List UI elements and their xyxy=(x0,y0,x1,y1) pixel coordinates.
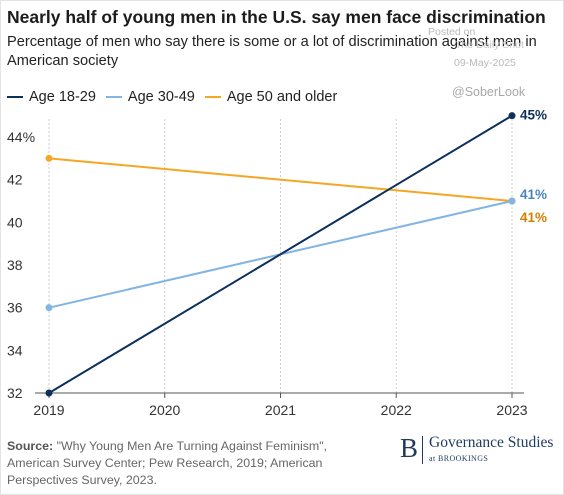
logo-text: Governance Studies at BROOKINGS xyxy=(429,434,553,463)
legend: Age 18-29 Age 30-49 Age 50 and older xyxy=(7,89,337,105)
y-tick-label: 34 xyxy=(7,342,23,358)
data-point xyxy=(45,389,53,397)
watermark-date: 09-May-2025 xyxy=(454,57,516,69)
legend-item-50-older: Age 50 and older xyxy=(204,89,338,105)
x-tick-label: 2023 xyxy=(496,402,527,418)
logo-letter: B xyxy=(400,433,419,463)
chart-subtitle: Percentage of men who say there is some … xyxy=(7,34,537,69)
x-tick-label: 2021 xyxy=(265,402,296,418)
legend-label: Age 50 and older xyxy=(226,89,338,105)
x-tick-label: 2019 xyxy=(33,402,64,418)
logo-sub: at BROOKINGS xyxy=(429,454,489,463)
legend-item-30-49: Age 30-49 xyxy=(105,89,195,105)
y-tick-label: 38 xyxy=(7,257,23,273)
legend-item-18-29: Age 18-29 xyxy=(7,89,96,105)
legend-swatch xyxy=(7,96,23,98)
data-label: 45% xyxy=(520,108,547,123)
source-text: "Why Young Men Are Turning Against Femin… xyxy=(7,439,328,487)
legend-swatch xyxy=(105,96,122,98)
y-tick-label: 36 xyxy=(7,300,23,316)
x-tick-label: 2022 xyxy=(381,402,412,418)
data-label: 41% xyxy=(520,210,547,225)
data-point xyxy=(45,304,53,312)
logo-name: Governance Studies xyxy=(429,434,554,451)
data-point xyxy=(508,197,516,205)
data-label: 41% xyxy=(520,187,547,202)
watermark-handle: @SoberLook xyxy=(452,85,526,99)
series-line xyxy=(48,114,513,394)
x-tick-label: 2020 xyxy=(149,402,180,418)
y-tick-label: 44% xyxy=(7,129,35,145)
legend-label: Age 30-49 xyxy=(127,89,195,105)
legend-label: Age 18-29 xyxy=(29,89,96,105)
source-label: Source: xyxy=(7,439,54,453)
logo-divider xyxy=(422,436,424,464)
series-line xyxy=(48,157,513,202)
brookings-logo: B Governance Studies at BROOKINGS xyxy=(400,434,553,464)
y-tick-label: 32 xyxy=(7,385,23,401)
data-point xyxy=(508,112,516,120)
y-tick-label: 42 xyxy=(7,172,23,188)
legend-swatch xyxy=(204,96,221,98)
watermark-site: The Daily Shot xyxy=(455,39,524,51)
chart-title: Nearly half of young men in the U.S. say… xyxy=(7,7,546,27)
y-tick-label: 40 xyxy=(7,214,23,230)
source-note: Source: "Why Young Men Are Turning Again… xyxy=(7,438,372,489)
data-point xyxy=(45,154,53,162)
watermark-posted: Posted on xyxy=(428,26,476,38)
